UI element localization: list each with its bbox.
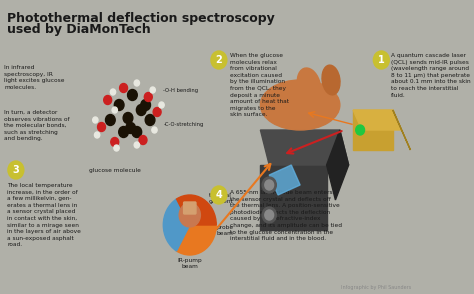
Circle shape (137, 104, 146, 116)
Circle shape (111, 138, 118, 146)
Text: In turn, a detector
observes vibrations of
the molecular bonds,
such as stretchi: In turn, a detector observes vibrations … (4, 110, 70, 141)
Text: A 655-nm laser-diode beam enters
the sensor crystal and deflects off
the thermal: A 655-nm laser-diode beam enters the sen… (229, 190, 341, 241)
Circle shape (211, 186, 227, 204)
Polygon shape (269, 165, 300, 195)
Circle shape (139, 136, 147, 144)
Polygon shape (327, 130, 349, 200)
Circle shape (211, 51, 227, 69)
FancyBboxPatch shape (353, 110, 393, 150)
Ellipse shape (260, 80, 340, 130)
Circle shape (110, 89, 116, 95)
Circle shape (112, 107, 118, 113)
Wedge shape (176, 225, 216, 255)
Text: In infrared
spectroscopy, IR
light excites glucose
molecules.: In infrared spectroscopy, IR light excit… (4, 65, 65, 90)
Circle shape (126, 123, 136, 133)
Polygon shape (353, 110, 401, 130)
Circle shape (144, 93, 152, 101)
Circle shape (104, 96, 112, 104)
Circle shape (134, 142, 139, 148)
Circle shape (93, 117, 98, 123)
Ellipse shape (297, 68, 320, 102)
Text: A quantum cascade laser
(QCL) sends mid-IR pulses
(wavelength range around
8 to : A quantum cascade laser (QCL) sends mid-… (391, 53, 471, 98)
Text: 1: 1 (378, 55, 385, 65)
Text: probe
beam: probe beam (217, 225, 234, 236)
Circle shape (118, 126, 128, 138)
Text: glucose molecule: glucose molecule (89, 168, 141, 173)
FancyBboxPatch shape (260, 165, 327, 230)
Circle shape (128, 89, 137, 101)
Circle shape (159, 102, 164, 108)
Text: 2: 2 (216, 55, 222, 65)
Text: IR-pump
beam: IR-pump beam (177, 258, 202, 269)
Circle shape (179, 203, 201, 227)
Wedge shape (164, 199, 190, 251)
FancyBboxPatch shape (183, 202, 196, 214)
Circle shape (145, 114, 155, 126)
Circle shape (150, 87, 155, 93)
Text: used by DiaMonTech: used by DiaMonTech (7, 23, 151, 36)
Text: 3: 3 (12, 165, 19, 175)
Circle shape (265, 180, 273, 190)
Ellipse shape (322, 65, 340, 95)
Circle shape (262, 207, 276, 223)
Circle shape (106, 114, 115, 126)
Circle shape (123, 113, 133, 123)
Polygon shape (393, 110, 410, 150)
Circle shape (94, 132, 100, 138)
Circle shape (98, 123, 106, 131)
Circle shape (356, 125, 365, 135)
Circle shape (8, 161, 24, 179)
Text: -C-O-stretching: -C-O-stretching (164, 122, 204, 127)
Circle shape (119, 83, 128, 93)
Polygon shape (260, 130, 349, 165)
Text: Photothermal deflection spectroscopy: Photothermal deflection spectroscopy (7, 12, 275, 25)
Circle shape (265, 210, 273, 220)
Circle shape (262, 177, 276, 193)
Circle shape (134, 80, 139, 86)
Text: The local temperature
increase, in the order of
a few millikelvin, gen-
erates a: The local temperature increase, in the o… (7, 183, 81, 247)
Text: -O-H bending: -O-H bending (164, 88, 199, 93)
Circle shape (141, 99, 151, 111)
Text: 4: 4 (216, 190, 222, 200)
Circle shape (114, 145, 119, 151)
Wedge shape (176, 195, 216, 225)
Circle shape (132, 126, 142, 138)
Circle shape (152, 127, 157, 133)
Text: When the glucose
molecules relax
from vibrational
excitation caused
by the illum: When the glucose molecules relax from vi… (229, 53, 289, 117)
Circle shape (153, 108, 161, 116)
Circle shape (374, 51, 389, 69)
Circle shape (114, 99, 124, 111)
Text: thermal
gradient: thermal gradient (208, 193, 233, 204)
Text: Infographic by Phil Saunders: Infographic by Phil Saunders (341, 285, 411, 290)
